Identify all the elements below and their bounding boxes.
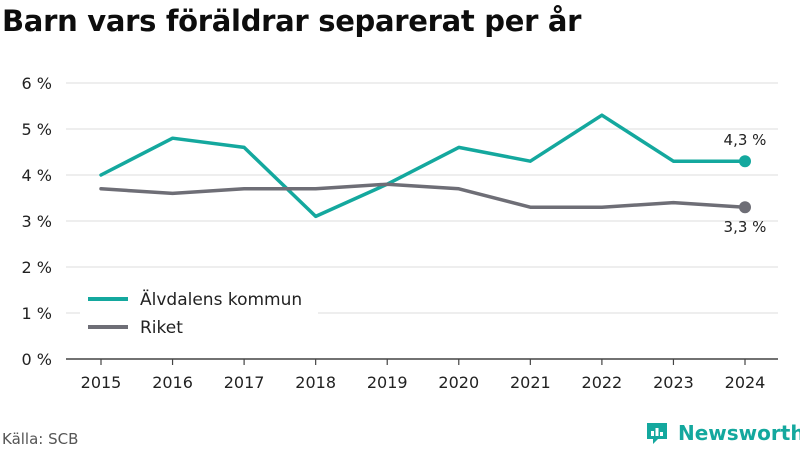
legend-label: Riket xyxy=(140,318,183,338)
y-tick-label: 4 % xyxy=(22,166,52,185)
y-tick-label: 1 % xyxy=(22,304,52,323)
legend-label: Älvdalens kommun xyxy=(140,289,302,310)
series-layer: 4,3 % 3,3 % xyxy=(99,113,767,236)
series-line-alvdalen xyxy=(99,113,747,219)
source-note: Källa: SCB xyxy=(2,430,79,448)
y-tick-label: 0 % xyxy=(22,350,52,369)
axis-layer: 0 % 1 % 2 % 3 % 4 % 5 % 6 % 2015 2016 2017 2018 201… xyxy=(22,74,778,392)
x-tick-label: 2023 xyxy=(653,373,694,392)
y-tick-label: 2 % xyxy=(22,258,52,277)
x-tick-label: 2021 xyxy=(510,373,551,392)
data-label: 4,3 % xyxy=(724,131,767,149)
data-label: 3,3 % xyxy=(724,218,767,236)
legend-background xyxy=(80,284,318,342)
x-tick-label: 2020 xyxy=(438,373,479,392)
y-tick-label: 6 % xyxy=(22,74,52,93)
y-tick-label: 3 % xyxy=(22,212,52,231)
x-tick-label: 2015 xyxy=(81,373,122,392)
chart-title: Barn vars föräldrar separerat per år xyxy=(2,4,582,38)
grid-layer xyxy=(66,82,778,314)
x-tick-label: 2019 xyxy=(367,373,408,392)
y-tick-label: 5 % xyxy=(22,120,52,139)
x-tick-label: 2022 xyxy=(582,373,623,392)
x-tick-label: 2024 xyxy=(725,373,766,392)
brand-logo[interactable]: Newsworthy xyxy=(644,420,800,446)
series-end-marker xyxy=(739,201,751,214)
legend: Älvdalens kommun Riket xyxy=(80,284,318,342)
x-tick-label: 2016 xyxy=(152,373,193,392)
newsworthy-logo-icon xyxy=(647,423,667,444)
series-line-riket xyxy=(99,182,747,209)
brand-name: Newsworthy xyxy=(678,421,800,445)
x-tick-label: 2017 xyxy=(224,373,265,392)
x-tick-label: 2018 xyxy=(295,373,336,392)
series-end-marker xyxy=(739,155,751,168)
